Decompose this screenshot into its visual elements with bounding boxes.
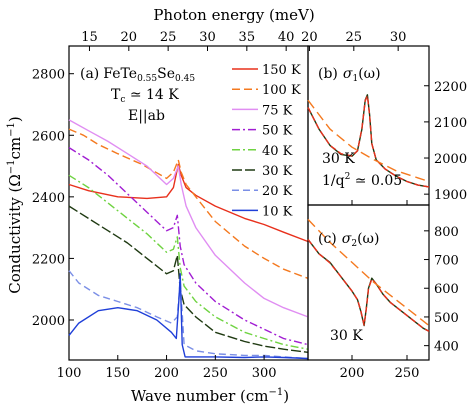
panel-b-fano: 1/q2 ≃ 0.05 (322, 172, 402, 189)
legend-label: 100 K (262, 83, 301, 98)
panel-c-title: (c) σ2(ω) (318, 231, 379, 249)
y-tick-label-c: 700 (434, 254, 459, 269)
y-tick-label-a: 2400 (32, 191, 65, 206)
y-tick-label-b: 1900 (434, 188, 467, 203)
series-line-b-1 (307, 95, 430, 188)
series-line-b-2 (307, 99, 430, 183)
legend-label: 75 K (262, 103, 293, 118)
y-tick-label-b: 2000 (434, 152, 467, 167)
y-tick-label-b: 2100 (434, 116, 467, 131)
series-line-a-2 (68, 119, 309, 318)
top-tick-label-a: 15 (81, 30, 98, 45)
series-line-a-4 (68, 174, 309, 350)
legend-label: 40 K (262, 144, 293, 159)
x-tick-label-a: 200 (154, 366, 179, 381)
top-axis-title: Photon energy (meV) (153, 6, 314, 24)
x-axis-title: Wave number (cm−1) (131, 387, 289, 405)
series-line-a-5 (68, 205, 309, 353)
series-line-c-1 (307, 238, 430, 332)
legend-label: 150 K (262, 63, 301, 78)
panel-a: 100 150 200 250 300 2000 2200 2400 2600 2800 15 20 2… (32, 30, 309, 381)
panel-b-title: (b) σ1(ω) (318, 66, 381, 84)
legend-label: 10 K (262, 204, 293, 219)
series-line-a-6 (68, 270, 309, 360)
y-tick-label-a: 2000 (32, 314, 65, 329)
top-tick-label-b: 20 (301, 30, 318, 45)
top-tick-label-b: 25 (346, 30, 363, 45)
series-line-c-0 (307, 238, 430, 332)
x-tick-label-a: 250 (203, 366, 228, 381)
y-tick-label-c: 800 (434, 225, 459, 240)
y-tick-label-c: 400 (434, 340, 459, 355)
legend-label: 20 K (262, 184, 293, 199)
top-tick-label-a: 30 (199, 30, 216, 45)
series-line-c-2 (307, 218, 430, 327)
panel-c: 200 250 400 500 600 700 800 (307, 204, 459, 381)
series-line-a-1 (68, 128, 309, 280)
top-tick-label-a: 35 (239, 30, 256, 45)
legend-label: 50 K (262, 124, 293, 139)
y-tick-label-c: 600 (434, 282, 459, 297)
plot-frame-c (307, 204, 430, 361)
series-line-a-7 (68, 273, 309, 360)
x-tick-label-a: 150 (105, 366, 130, 381)
y-tick-label-a: 2800 (32, 68, 65, 83)
top-tick-label-a: 25 (160, 30, 177, 45)
x-tick-label-a: 300 (252, 366, 277, 381)
legend-label: 30 K (262, 164, 293, 179)
panel-b-temp: 30 K (322, 151, 355, 167)
panel-c-temp: 30 K (330, 328, 363, 344)
tc-annotation: Tc ≃ 14 K (111, 87, 179, 105)
series-line-a-0 (68, 163, 309, 243)
x-tick-label-a: 100 (57, 366, 82, 381)
series-line-a-3 (68, 147, 309, 346)
y-tick-label-c: 500 (434, 311, 459, 326)
x-tick-label-c: 250 (395, 366, 420, 381)
x-tick-label-c: 200 (340, 366, 365, 381)
y-tick-label-a: 2600 (32, 129, 65, 144)
y-tick-label-b: 2200 (434, 80, 467, 95)
top-tick-label-a: 40 (278, 30, 295, 45)
y-axis-title: Conductivity (Ω−1cm−1) (6, 116, 24, 293)
polarization-annotation: E||ab (128, 108, 165, 124)
y-tick-label-a: 2200 (32, 252, 65, 267)
top-tick-label-a: 20 (121, 30, 138, 45)
top-tick-label-b: 30 (390, 30, 407, 45)
panel-a-label: (a) FeTe0.55Se0.45 (80, 66, 195, 84)
